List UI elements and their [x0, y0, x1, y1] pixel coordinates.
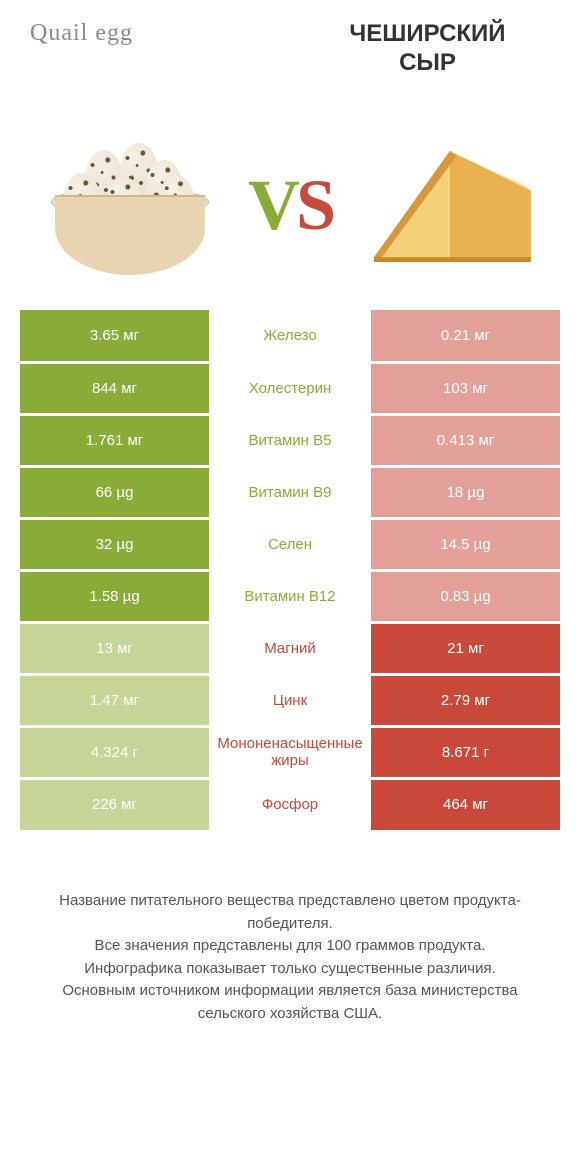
images-row: VS	[20, 120, 560, 290]
right-value: 8.671 г	[371, 726, 560, 778]
cheese-icon	[355, 130, 545, 280]
left-value: 1.58 µg	[20, 570, 209, 622]
right-value: 14.5 µg	[371, 518, 560, 570]
left-value: 1.761 мг	[20, 414, 209, 466]
right-value: 21 мг	[371, 622, 560, 674]
left-value: 4.324 г	[20, 726, 209, 778]
footer-line4: Основным источником информации является …	[30, 980, 550, 1025]
quail-eggs-icon	[45, 135, 215, 275]
nutrient-label: Витамин B5	[209, 414, 371, 466]
right-value: 0.83 µg	[371, 570, 560, 622]
left-title-box: Quail egg	[20, 20, 295, 47]
left-value: 32 µg	[20, 518, 209, 570]
right-image	[350, 120, 550, 290]
left-value: 226 мг	[20, 778, 209, 830]
table-row: 4.324 гМононенасыщенные жиры8.671 г	[20, 726, 560, 778]
table-row: 226 мгФосфор464 мг	[20, 778, 560, 830]
left-image	[30, 120, 230, 290]
table-row: 66 µgВитамин B918 µg	[20, 466, 560, 518]
right-value: 18 µg	[371, 466, 560, 518]
table-row: 844 мгХолестерин103 мг	[20, 362, 560, 414]
nutrient-label: Мононенасыщенные жиры	[209, 726, 371, 778]
right-value: 464 мг	[371, 778, 560, 830]
nutrient-label: Железо	[209, 310, 371, 362]
right-value: 0.413 мг	[371, 414, 560, 466]
footer-line2: Все значения представлены для 100 граммо…	[30, 935, 550, 958]
infographic-container: Quail egg ЧЕШИРСКИЙ СЫР VS	[0, 0, 580, 1025]
table-row: 32 µgСелен14.5 µg	[20, 518, 560, 570]
table-row: 3.65 мгЖелезо0.21 мг	[20, 310, 560, 362]
nutrient-label: Фосфор	[209, 778, 371, 830]
left-value: 3.65 мг	[20, 310, 209, 362]
left-value: 13 мг	[20, 622, 209, 674]
left-value: 66 µg	[20, 466, 209, 518]
vs-v: V	[248, 165, 296, 245]
table-row: 1.58 µgВитамин B120.83 µg	[20, 570, 560, 622]
header-row: Quail egg ЧЕШИРСКИЙ СЫР	[20, 20, 560, 110]
left-value: 1.47 мг	[20, 674, 209, 726]
right-title-line1: ЧЕШИРСКИЙ	[295, 20, 560, 49]
nutrient-label: Витамин B9	[209, 466, 371, 518]
nutrient-label: Холестерин	[209, 362, 371, 414]
nutrient-label: Магний	[209, 622, 371, 674]
nutrient-label: Витамин B12	[209, 570, 371, 622]
table-body: 3.65 мгЖелезо0.21 мг844 мгХолестерин103 …	[20, 310, 560, 830]
left-title: Quail egg	[30, 20, 295, 47]
right-title-line2: СЫР	[295, 49, 560, 78]
table-row: 1.47 мгЦинк2.79 мг	[20, 674, 560, 726]
vs-s: S	[296, 165, 332, 245]
right-value: 0.21 мг	[371, 310, 560, 362]
left-value: 844 мг	[20, 362, 209, 414]
footer-line1: Название питательного вещества представл…	[30, 890, 550, 935]
nutrient-label: Цинк	[209, 674, 371, 726]
nutrient-label: Селен	[209, 518, 371, 570]
table-row: 13 мгМагний21 мг	[20, 622, 560, 674]
comparison-table: 3.65 мгЖелезо0.21 мг844 мгХолестерин103 …	[20, 310, 560, 830]
footer-notes: Название питательного вещества представл…	[20, 890, 560, 1025]
vs-label: VS	[248, 164, 332, 247]
table-row: 1.761 мгВитамин B50.413 мг	[20, 414, 560, 466]
right-value: 103 мг	[371, 362, 560, 414]
right-title-box: ЧЕШИРСКИЙ СЫР	[295, 20, 560, 78]
footer-line3: Инфографика показывает только существенн…	[30, 958, 550, 981]
right-value: 2.79 мг	[371, 674, 560, 726]
